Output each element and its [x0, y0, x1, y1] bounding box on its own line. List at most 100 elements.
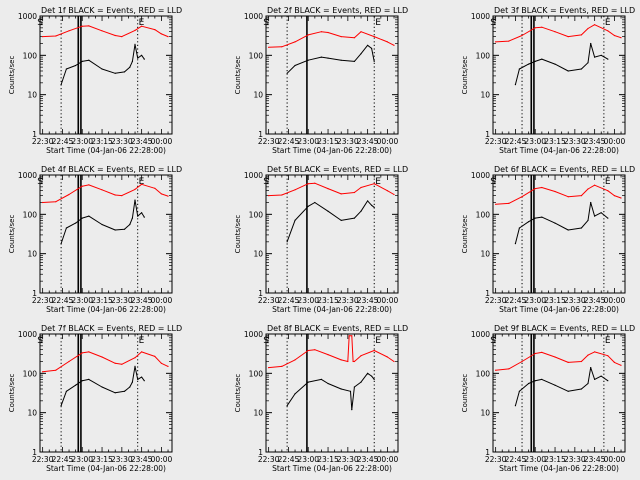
- events-data-point: [353, 217, 355, 219]
- lld-data-point: [521, 196, 523, 198]
- events-data-point: [567, 390, 569, 392]
- x-tick-label: 22:30: [485, 455, 507, 464]
- y-tick-label: 100: [476, 369, 491, 378]
- lld-data-point: [620, 364, 622, 366]
- lld-series-line: [268, 182, 395, 197]
- start-marker-label: S: [490, 177, 496, 187]
- lld-data-point: [594, 24, 596, 26]
- end-marker-label: E: [605, 18, 611, 28]
- events-data-point: [320, 378, 322, 380]
- x-tick-label: 23:30: [564, 296, 586, 305]
- x-tick-label: 00:00: [151, 296, 173, 305]
- lld-data-point: [340, 36, 342, 38]
- events-data-point: [373, 378, 375, 380]
- events-data-point: [60, 405, 62, 407]
- end-marker-label: E: [375, 18, 381, 28]
- x-tick-label: 23:45: [131, 137, 153, 146]
- events-data-point: [594, 215, 596, 217]
- events-data-point: [351, 409, 353, 411]
- events-data-point: [600, 212, 602, 214]
- lld-data-point: [81, 185, 83, 187]
- events-data-point: [554, 384, 556, 386]
- y-tick-label: 10: [480, 250, 490, 259]
- start-marker-label: S: [263, 177, 269, 187]
- events-series-line: [514, 367, 609, 406]
- y-tick-label: 100: [23, 369, 38, 378]
- x-tick-label: 23:30: [337, 296, 359, 305]
- lld-data-point: [353, 360, 355, 363]
- lld-data-point: [607, 355, 609, 357]
- lld-data-point: [314, 182, 316, 184]
- y-tick-label: 1: [485, 289, 490, 298]
- lld-data-point: [68, 360, 70, 363]
- events-data-point: [340, 59, 342, 61]
- panel-1: Det 1f BLACK = Events, RED = LLD 1 10 100 10…: [8, 6, 182, 155]
- events-data-point: [327, 57, 329, 59]
- lld-data-point: [534, 352, 536, 355]
- y-tick-label: 1000: [471, 12, 490, 21]
- lld-data-point: [373, 349, 375, 352]
- y-tick-label: 10: [480, 91, 490, 100]
- lld-data-point: [307, 349, 309, 352]
- panel-title: Det 7f BLACK = Events, RED = LLD: [41, 324, 182, 333]
- lld-data-point: [42, 201, 44, 204]
- events-data-point: [131, 381, 133, 383]
- x-tick-label: 22:45: [278, 296, 300, 305]
- events-data-point: [81, 60, 83, 63]
- x-tick-label: 00:00: [604, 296, 626, 305]
- events-data-point: [141, 54, 143, 56]
- panel-title: Det 1f BLACK = Events, RED = LLD: [41, 6, 182, 15]
- events-data-point: [554, 63, 556, 65]
- x-tick-label: 22:45: [52, 296, 74, 305]
- lld-data-point: [268, 195, 270, 197]
- x-tick-label: 22:45: [278, 455, 300, 464]
- y-tick-label: 100: [249, 51, 264, 60]
- events-data-point: [65, 390, 67, 392]
- events-data-point: [134, 199, 136, 201]
- x-tick-label: 23:30: [564, 455, 586, 464]
- events-data-point: [114, 72, 116, 74]
- events-data-point: [131, 60, 133, 63]
- x-tick-label: 22:30: [485, 137, 507, 146]
- lld-data-point: [55, 201, 57, 203]
- events-data-point: [134, 43, 136, 46]
- events-data-point: [567, 229, 569, 231]
- y-axis-label: Counts/sec: [234, 56, 242, 95]
- x-axis-label: Start Time (04-Jan-06 22:28:00): [272, 305, 392, 314]
- lld-data-point: [281, 46, 283, 48]
- lld-data-point: [534, 27, 536, 29]
- x-tick-label: 23:15: [317, 137, 339, 146]
- events-data-point: [123, 390, 126, 392]
- events-series-line: [286, 372, 375, 411]
- events-data-point: [528, 221, 530, 223]
- events-data-point: [367, 44, 369, 46]
- events-data-point: [88, 59, 90, 61]
- lld-data-point: [508, 40, 510, 42]
- events-series-line: [514, 202, 609, 244]
- lld-data-point: [307, 34, 309, 36]
- x-tick-label: 23:30: [111, 137, 133, 146]
- events-data-point: [81, 217, 83, 219]
- y-tick-label: 100: [476, 210, 491, 219]
- y-tick-label: 1000: [18, 330, 37, 339]
- lld-data-point: [554, 190, 556, 193]
- lld-data-point: [360, 31, 362, 33]
- lld-data-point: [42, 371, 44, 373]
- end-marker-label: E: [139, 177, 145, 187]
- lld-series-line: [268, 335, 395, 369]
- lld-data-point: [594, 351, 596, 353]
- panel-title: Det 9f BLACK = Events, RED = LLD: [494, 324, 635, 333]
- events-data-point: [88, 215, 90, 217]
- lld-data-point: [160, 193, 162, 195]
- events-data-point: [534, 380, 536, 382]
- events-data-point: [580, 227, 583, 229]
- events-data-point: [137, 215, 139, 217]
- lld-data-point: [580, 34, 583, 36]
- start-marker-label: S: [490, 18, 496, 28]
- events-data-point: [286, 72, 288, 74]
- lld-data-point: [88, 184, 90, 186]
- events-data-point: [137, 378, 139, 380]
- y-tick-label: 1000: [244, 12, 263, 21]
- y-tick-label: 10: [253, 409, 263, 418]
